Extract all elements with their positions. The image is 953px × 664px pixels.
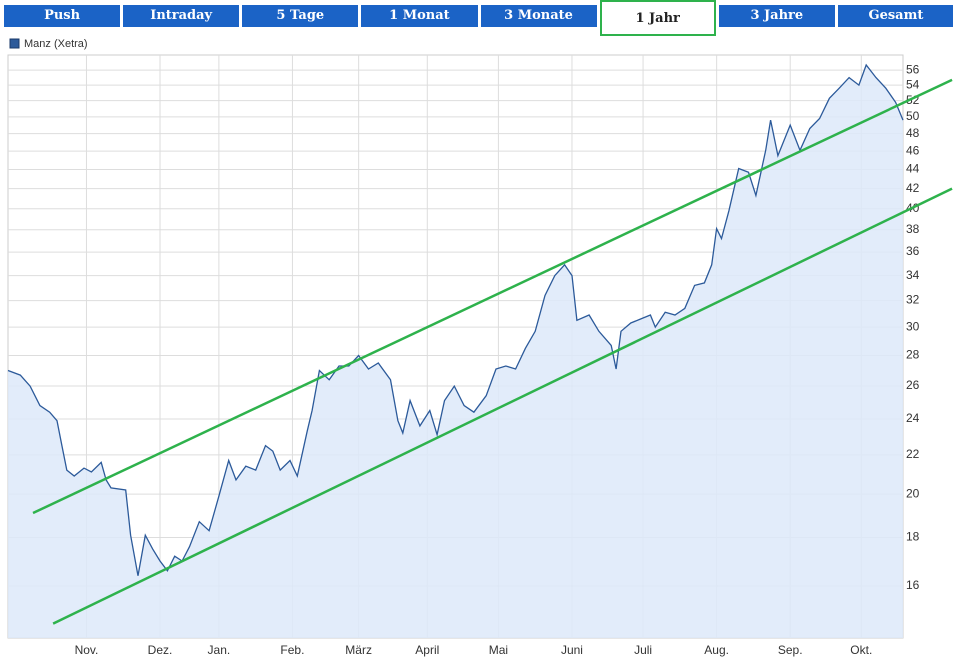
tab[interactable]: 1 Monat <box>361 5 478 27</box>
x-tick-label: Juni <box>561 643 583 657</box>
trend-line <box>32 78 953 515</box>
trend-line <box>52 187 953 625</box>
y-tick-label: 36 <box>906 244 920 258</box>
x-tick-label: Sep. <box>778 643 803 657</box>
y-tick-label: 38 <box>906 222 920 236</box>
x-tick-label: Jan. <box>208 643 231 657</box>
y-tick-label: 26 <box>906 378 920 392</box>
tab[interactable]: 3 Jahre <box>718 5 835 27</box>
tab[interactable]: Push <box>4 5 121 27</box>
tab[interactable]: 3 Monate <box>480 5 597 27</box>
legend-label: Manz (Xetra) <box>24 38 88 50</box>
x-tick-label: Aug. <box>704 643 729 657</box>
x-tick-label: Mai <box>489 643 508 657</box>
y-tick-label: 22 <box>906 447 920 461</box>
y-tick-label: 20 <box>906 486 920 500</box>
x-tick-label: Nov. <box>75 643 99 657</box>
y-tick-label: 32 <box>906 293 920 307</box>
y-tick-label: 34 <box>906 268 920 282</box>
y-tick-label: 44 <box>906 162 920 176</box>
tab[interactable]: 1 Jahr <box>599 0 716 36</box>
x-tick-label: Juli <box>634 643 652 657</box>
y-tick-label: 16 <box>906 578 920 592</box>
tab[interactable]: Gesamt <box>837 5 953 27</box>
x-tick-label: März <box>345 643 372 657</box>
legend-swatch <box>9 38 20 49</box>
x-tick-label: April <box>415 643 439 657</box>
y-tick-label: 18 <box>906 530 920 544</box>
y-tick-label: 48 <box>906 126 920 140</box>
tab[interactable]: 5 Tage <box>242 5 359 27</box>
y-tick-label: 30 <box>906 319 920 333</box>
x-tick-label: Dez. <box>148 643 173 657</box>
y-tick-label: 46 <box>906 143 920 157</box>
x-tick-label: Feb. <box>280 643 304 657</box>
y-tick-label: 42 <box>906 181 920 195</box>
y-tick-label: 50 <box>906 109 920 123</box>
y-tick-label: 54 <box>906 77 920 91</box>
price-line <box>7 63 904 576</box>
area <box>8 65 903 638</box>
y-tick-label: 28 <box>906 348 920 362</box>
tab[interactable]: Intraday <box>123 5 240 27</box>
y-tick-label: 56 <box>906 62 920 76</box>
tab-bar: Push Intraday 5 Tage 1 Monat 3 Monate 1 Jahr 3… <box>0 0 953 40</box>
x-tick-label: Okt. <box>850 643 872 657</box>
y-tick-label: 24 <box>906 411 920 425</box>
